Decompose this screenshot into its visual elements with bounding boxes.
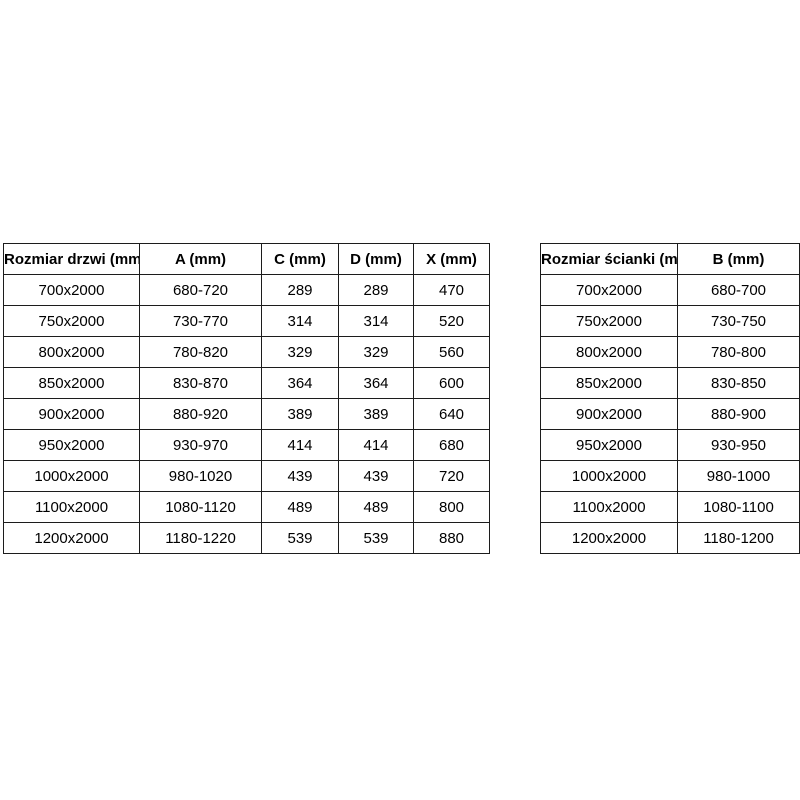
table-cell: 880 bbox=[413, 522, 490, 554]
table-cell: 850x2000 bbox=[3, 367, 140, 399]
table-cell: 1080-1120 bbox=[139, 491, 262, 523]
table-row: 1200x2000 1180-1200 bbox=[540, 522, 800, 554]
column-header: A (mm) bbox=[139, 243, 262, 275]
table-row: 950x2000 930-970 414 414 680 bbox=[3, 429, 490, 461]
column-header: B (mm) bbox=[677, 243, 800, 275]
table-cell: 950x2000 bbox=[540, 429, 678, 461]
door-size-table: Rozmiar drzwi (mm) A (mm) C (mm) D (mm) X (m… bbox=[3, 243, 490, 554]
table-row: 700x2000 680-720 289 289 470 bbox=[3, 274, 490, 306]
table-row: 1100x2000 1080-1100 bbox=[540, 491, 800, 523]
table-cell: 364 bbox=[338, 367, 414, 399]
table-cell: 364 bbox=[261, 367, 339, 399]
table-row: 900x2000 880-900 bbox=[540, 398, 800, 430]
table-row: 700x2000 680-700 bbox=[540, 274, 800, 306]
table-cell: 800 bbox=[413, 491, 490, 523]
table-row: 750x2000 730-770 314 314 520 bbox=[3, 305, 490, 337]
header-row: Rozmiar ścianki (mm)B (mm) bbox=[540, 243, 800, 275]
column-header: Rozmiar drzwi (mm) bbox=[3, 243, 140, 275]
table-cell: 780-820 bbox=[139, 336, 262, 368]
table-cell: 730-750 bbox=[677, 305, 800, 337]
table-cell: 600 bbox=[413, 367, 490, 399]
table-cell: 730-770 bbox=[139, 305, 262, 337]
table-cell: 880-920 bbox=[139, 398, 262, 430]
table-cell: 1100x2000 bbox=[3, 491, 140, 523]
table-row: 750x2000 730-750 bbox=[540, 305, 800, 337]
table-row: 800x2000 780-820 329 329 560 bbox=[3, 336, 490, 368]
column-header: Rozmiar ścianki (mm) bbox=[540, 243, 678, 275]
table-cell: 680-720 bbox=[139, 274, 262, 306]
table-cell: 560 bbox=[413, 336, 490, 368]
table-cell: 750x2000 bbox=[3, 305, 140, 337]
table-cell: 414 bbox=[338, 429, 414, 461]
table-cell: 1200x2000 bbox=[3, 522, 140, 554]
table-cell: 780-800 bbox=[677, 336, 800, 368]
table-cell: 750x2000 bbox=[540, 305, 678, 337]
table-cell: 980-1000 bbox=[677, 460, 800, 492]
table-cell: 980-1020 bbox=[139, 460, 262, 492]
table-cell: 930-970 bbox=[139, 429, 262, 461]
table-row: 950x2000 930-950 bbox=[540, 429, 800, 461]
table-cell: 680-700 bbox=[677, 274, 800, 306]
column-header: C (mm) bbox=[261, 243, 339, 275]
table-cell: 950x2000 bbox=[3, 429, 140, 461]
table-cell: 289 bbox=[338, 274, 414, 306]
table-cell: 414 bbox=[261, 429, 339, 461]
table-cell: 1080-1100 bbox=[677, 491, 800, 523]
table-cell: 389 bbox=[261, 398, 339, 430]
table-cell: 1180-1200 bbox=[677, 522, 800, 554]
table-cell: 680 bbox=[413, 429, 490, 461]
table-cell: 439 bbox=[338, 460, 414, 492]
table-cell: 289 bbox=[261, 274, 339, 306]
table-cell: 830-870 bbox=[139, 367, 262, 399]
table-cell: 850x2000 bbox=[540, 367, 678, 399]
table-row: 900x2000 880-920 389 389 640 bbox=[3, 398, 490, 430]
table-cell: 640 bbox=[413, 398, 490, 430]
table-cell: 489 bbox=[261, 491, 339, 523]
table-row: 850x2000 830-870 364 364 600 bbox=[3, 367, 490, 399]
table-row: 850x2000 830-850 bbox=[540, 367, 800, 399]
table-cell: 700x2000 bbox=[3, 274, 140, 306]
table-cell: 539 bbox=[338, 522, 414, 554]
table-cell: 900x2000 bbox=[3, 398, 140, 430]
table-cell: 800x2000 bbox=[540, 336, 678, 368]
header-row: Rozmiar drzwi (mm) A (mm) C (mm) D (mm) X (m… bbox=[3, 243, 490, 275]
table-cell: 1000x2000 bbox=[3, 460, 140, 492]
table-cell: 329 bbox=[261, 336, 339, 368]
table-cell: 1100x2000 bbox=[540, 491, 678, 523]
table-cell: 439 bbox=[261, 460, 339, 492]
table-cell: 1180-1220 bbox=[139, 522, 262, 554]
table-cell: 830-850 bbox=[677, 367, 800, 399]
wall-size-table: Rozmiar ścianki (mm)B (mm)700x2000680-70… bbox=[540, 243, 800, 554]
table-cell: 900x2000 bbox=[540, 398, 678, 430]
table-row: 800x2000 780-800 bbox=[540, 336, 800, 368]
table-cell: 1200x2000 bbox=[540, 522, 678, 554]
column-header: D (mm) bbox=[338, 243, 414, 275]
table-row: 1000x2000 980-1000 bbox=[540, 460, 800, 492]
table-cell: 880-900 bbox=[677, 398, 800, 430]
table-cell: 930-950 bbox=[677, 429, 800, 461]
column-header: X (mm) bbox=[413, 243, 490, 275]
table-row: 1200x2000 1180-1220 539 539 880 bbox=[3, 522, 490, 554]
table-cell: 329 bbox=[338, 336, 414, 368]
table-cell: 389 bbox=[338, 398, 414, 430]
table-cell: 1000x2000 bbox=[540, 460, 678, 492]
table-cell: 700x2000 bbox=[540, 274, 678, 306]
table-cell: 720 bbox=[413, 460, 490, 492]
table-row: 1000x2000 980-1020 439 439 720 bbox=[3, 460, 490, 492]
table-cell: 314 bbox=[338, 305, 414, 337]
table-cell: 470 bbox=[413, 274, 490, 306]
table-row: 1100x2000 1080-1120 489 489 800 bbox=[3, 491, 490, 523]
table-cell: 539 bbox=[261, 522, 339, 554]
table-cell: 489 bbox=[338, 491, 414, 523]
table-cell: 520 bbox=[413, 305, 490, 337]
table-cell: 314 bbox=[261, 305, 339, 337]
table-cell: 800x2000 bbox=[3, 336, 140, 368]
